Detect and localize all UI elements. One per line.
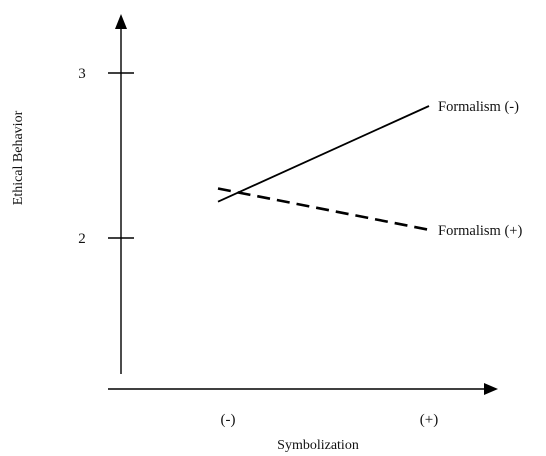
y-tick-label-3: 3: [78, 66, 86, 82]
series-line-formalism-neg: [217, 105, 430, 203]
x-axis-label: Symbolization: [277, 438, 359, 453]
series-line-formalism-pos: [217, 187, 430, 232]
y-axis-label: Ethical Behavior: [11, 110, 26, 205]
y-tick-label-2: 2: [78, 231, 86, 247]
y-axis-arrow: [115, 14, 127, 29]
x-tick-label-pos: (+): [420, 412, 438, 428]
series-label-formalism-pos: Formalism (+): [438, 223, 522, 239]
x-tick-label-neg: (-): [221, 412, 236, 428]
x-axis-arrow: [484, 383, 498, 395]
series-label-formalism-neg: Formalism (-): [438, 99, 519, 115]
